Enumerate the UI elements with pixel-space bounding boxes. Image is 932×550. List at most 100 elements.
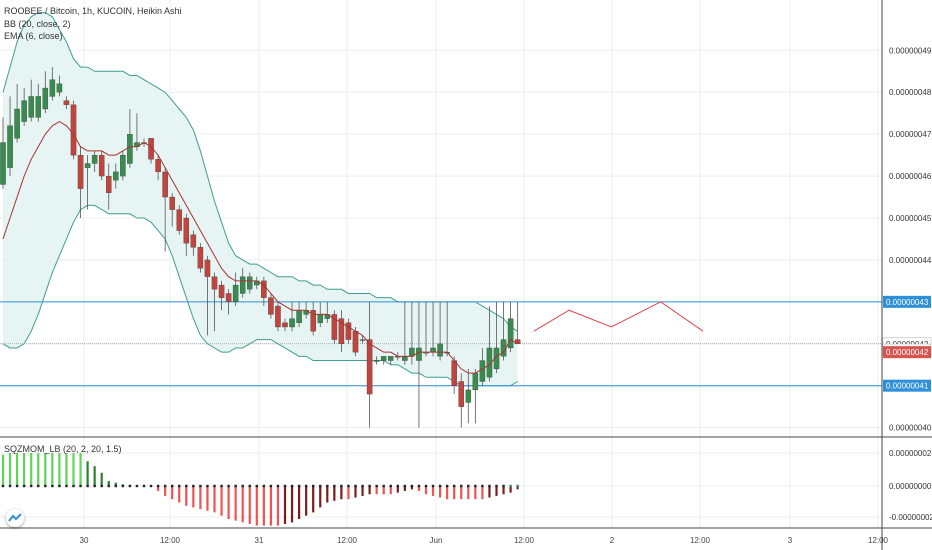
candle-body (28, 96, 34, 118)
ema-line (2, 120, 518, 374)
squeeze-dot (481, 484, 484, 488)
osc-tick-label: 0.00000002 (889, 449, 932, 458)
candle-body (268, 297, 274, 315)
squeeze-dot (206, 484, 209, 488)
candle-body (77, 154, 84, 189)
candle-body (402, 356, 408, 361)
candle-body (493, 347, 500, 370)
squeeze-dot (100, 484, 103, 488)
osc-tick-label: -0.00000002 (889, 513, 932, 522)
squeeze-dot (58, 484, 61, 488)
projection-path[interactable] (533, 301, 704, 332)
candle-body (218, 284, 225, 298)
time-tick-label: Jun (430, 536, 443, 545)
candle-body (176, 209, 182, 231)
price-badge-label: 0.00000042 (886, 348, 929, 357)
candle-body (387, 356, 394, 361)
tradingview-logo-icon[interactable] (6, 509, 24, 527)
squeeze-dot (163, 484, 167, 488)
candle-body (451, 360, 457, 386)
squeeze-dot (502, 484, 505, 488)
squeeze-dot (128, 484, 132, 488)
candle-body (49, 79, 56, 97)
candle-body (232, 284, 239, 302)
time-tick-label: 12:00 (160, 536, 181, 545)
price-tick-label: 0.00000046 (889, 172, 932, 181)
candle-body (345, 322, 352, 340)
ema-line-path (2, 120, 518, 374)
squeeze-dot (389, 484, 392, 488)
squeeze-dot (135, 484, 139, 488)
candle-body (239, 276, 246, 294)
squeeze-dot (114, 484, 117, 488)
candle-body (437, 343, 443, 357)
candle-body (486, 347, 493, 378)
candle-body (373, 360, 380, 362)
squeeze-dot (51, 484, 54, 488)
price-tick-label: 0.00000049 (889, 46, 932, 55)
candle-body (127, 134, 133, 164)
ema-legend[interactable]: EMA (6, close) (4, 31, 63, 41)
squeeze-dot (509, 484, 512, 488)
price-tick-label: 0.00000048 (889, 88, 932, 97)
squeeze-dot (297, 484, 301, 488)
candle-body (204, 259, 211, 277)
squeeze-dot (460, 484, 463, 488)
price-tick-label: 0.00000045 (889, 214, 932, 223)
squeeze-dot (410, 484, 414, 488)
squeeze-dot (44, 484, 47, 488)
squeeze-dot (347, 484, 350, 488)
squeeze-dot (255, 484, 258, 488)
squeeze-dot (262, 484, 266, 488)
candle-body (352, 331, 359, 353)
oscillator-legend[interactable]: SQZMOM_LB (20, 2, 20, 1.5) (4, 444, 122, 454)
squeeze-dot (227, 484, 230, 488)
squeeze-dot (474, 484, 477, 488)
candle-body (70, 104, 77, 156)
squeeze-dot (220, 484, 223, 488)
squeeze-dot (234, 484, 237, 488)
price-tick-label: 0.00000040 (889, 424, 932, 433)
candle-body (84, 163, 91, 168)
squeeze-dot (142, 484, 146, 488)
squeeze-dot (185, 484, 188, 488)
squeeze-dot (453, 484, 456, 488)
candle-body (338, 318, 345, 344)
bb-lower-line (2, 204, 518, 387)
candle-body (98, 154, 105, 177)
squeeze-dot (340, 484, 343, 488)
candle-body (366, 339, 373, 395)
squeeze-dot (417, 484, 421, 488)
squeeze-dot (30, 484, 33, 488)
candle-body (211, 276, 218, 290)
momentum-histogram (1, 453, 519, 526)
time-tick-label: 12:00 (690, 536, 711, 545)
squeeze-dot (424, 484, 428, 488)
squeeze-dot (107, 484, 110, 488)
candle-body (169, 196, 175, 210)
time-tick-label: 12:00 (514, 536, 535, 545)
squeeze-dot (467, 484, 470, 488)
squeeze-dot (248, 484, 251, 488)
squeeze-dot (15, 484, 19, 488)
candle-body (148, 138, 154, 160)
candle-body (296, 310, 302, 323)
candle-body (472, 372, 479, 391)
candle-body (0, 142, 6, 185)
squeeze-dot (368, 484, 371, 488)
candle-body (282, 322, 288, 328)
squeeze-dot (72, 484, 75, 488)
squeeze-dot (149, 484, 153, 488)
candle-body (42, 87, 49, 110)
candle-body (35, 96, 42, 118)
candle-body (106, 175, 112, 193)
candle-body (465, 389, 472, 403)
squeeze-dot (199, 484, 202, 488)
candle-body (7, 125, 13, 168)
squeeze-dot (312, 484, 315, 488)
bb-legend[interactable]: BB (20, close, 2) (4, 19, 71, 29)
time-tick-label: 31 (255, 536, 264, 545)
squeeze-dot (156, 484, 160, 488)
squeeze-dot (86, 484, 89, 488)
